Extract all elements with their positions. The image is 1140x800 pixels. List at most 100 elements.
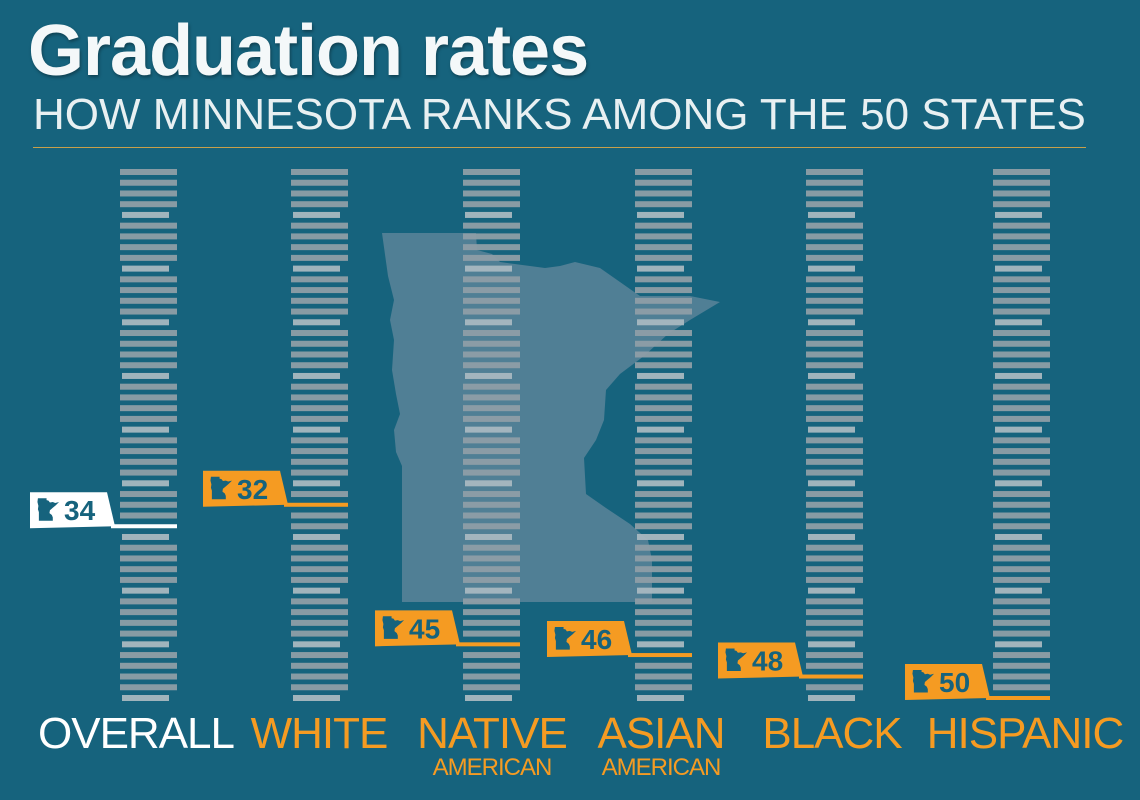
state-bar [463,244,520,251]
state-bar [993,169,1050,175]
state-bar [463,276,520,283]
state-bar [293,211,340,218]
state-bar [993,244,1050,251]
state-bar [806,297,863,304]
state-bar [806,437,863,444]
state-bar [120,652,177,659]
state-bar [806,287,863,294]
state-bar [463,598,520,605]
state-bar [995,641,1042,648]
state-bar [120,555,177,562]
state-bar [291,619,348,626]
state-bar [806,555,863,562]
state-bar [463,330,520,337]
state-bar [637,319,684,326]
state-bar [993,340,1050,347]
state-bar [291,394,348,401]
state-bar [635,405,692,412]
state-bar [635,566,692,573]
state-bar [122,426,169,433]
state-bar [463,287,520,294]
state-bar [463,190,520,197]
state-bar [120,448,177,455]
state-bar [635,673,692,680]
state-bar [637,641,684,648]
state-bar [463,169,520,175]
state-bar [293,426,340,433]
rank-line [986,696,1050,700]
state-bar [806,523,863,530]
state-bar [120,287,177,294]
state-bar [463,383,520,390]
state-bar [993,684,1050,691]
state-bar [995,533,1042,540]
state-bar [463,501,520,508]
state-bar [635,297,692,304]
state-bar [993,652,1050,659]
state-bar [995,426,1042,433]
state-bar [993,351,1050,358]
state-bar [293,533,340,540]
state-bar [122,641,169,648]
state-bar [465,533,512,540]
state-bar [120,169,177,175]
state-bar [291,297,348,304]
state-bar [291,609,348,616]
state-bar [120,233,177,240]
state-bar [993,469,1050,476]
state-bar [120,383,177,390]
state-bar [635,512,692,519]
state-bar [993,254,1050,261]
state-bar [993,179,1050,186]
rank-line [284,502,348,507]
state-bar [291,287,348,294]
state-bar [463,566,520,573]
state-bar [993,233,1050,240]
state-bar [808,533,855,540]
state-bar [291,244,348,251]
state-bar [806,609,863,616]
state-bar [463,297,520,304]
state-bar [120,362,177,369]
state-bar [635,619,692,626]
state-bar [635,437,692,444]
state-bar [808,319,855,326]
state-bar [463,630,520,637]
state-bar [635,201,692,208]
rank-bars [120,169,1050,701]
state-bar [463,394,520,401]
rank-markers: 34 32 45 46 48 50 [30,470,1050,700]
state-bar [122,265,169,272]
state-bar [120,609,177,616]
state-bar [806,512,863,519]
rank-marker-overall: 34 [30,492,177,529]
state-bar [120,244,177,251]
state-bar [635,362,692,369]
state-bar [635,276,692,283]
state-bar [806,169,863,175]
column-label: NATIVE [417,709,567,758]
state-bar [806,179,863,186]
state-bar [806,458,863,465]
state-bar [995,372,1042,379]
state-bar [993,523,1050,530]
state-bar [120,330,177,337]
state-bar [806,619,863,626]
rank-marker-black: 48 [718,642,863,679]
state-bar [635,598,692,605]
state-bar [806,362,863,369]
state-bar [806,276,863,283]
state-bar [635,630,692,637]
state-bar [122,211,169,218]
state-bar [635,491,692,498]
state-bar [291,179,348,186]
state-bar [463,512,520,519]
state-bar [465,372,512,379]
state-bar [120,566,177,573]
column-sublabel: AMERICAN [602,754,721,781]
state-bar [463,351,520,358]
state-bar [806,501,863,508]
state-bar [806,308,863,315]
state-bar [291,652,348,659]
state-bar [806,405,863,412]
